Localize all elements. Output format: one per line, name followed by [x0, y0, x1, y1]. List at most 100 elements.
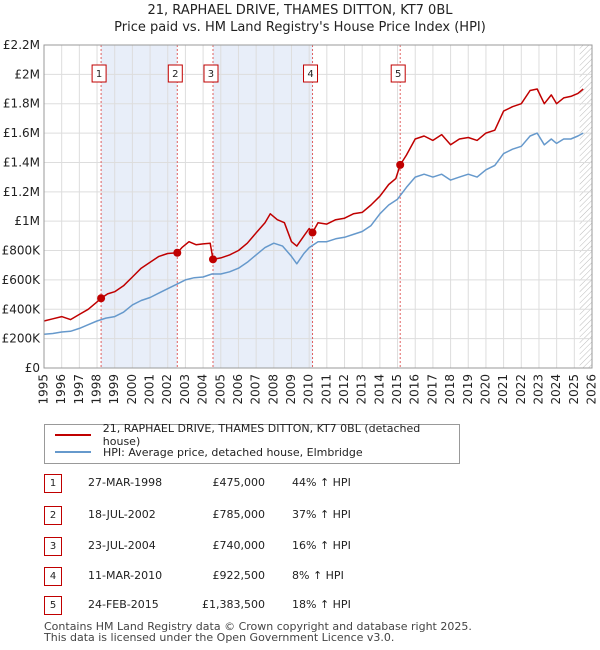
transaction-hpi-diff: 8% ↑ HPI	[292, 569, 344, 582]
x-tick-label: 2025	[567, 374, 581, 405]
x-tick-label: 1995	[37, 374, 51, 405]
transaction-row: 5 24-FEB-2015 £1,383,500 18% ↑ HPI	[0, 596, 600, 616]
y-tick-label: £1.4M	[3, 155, 40, 169]
transaction-box	[203, 64, 219, 83]
x-tick-label: 2020	[478, 374, 492, 405]
y-tick-label: £1.6M	[3, 126, 40, 140]
transaction-badge: 2	[44, 506, 62, 525]
x-tick-label: 2006	[231, 374, 245, 405]
x-tick-label: 2016	[408, 374, 422, 405]
x-tick-label: 1999	[107, 374, 121, 405]
y-tick-label: £800K	[2, 244, 42, 258]
transaction-box-label: 1	[96, 69, 102, 80]
sale-point	[308, 228, 317, 237]
shaded-period	[101, 45, 178, 368]
x-tick-label: 2013	[355, 374, 369, 405]
x-tick-label: 2011	[319, 374, 333, 405]
x-tick-label: 2022	[514, 374, 528, 405]
footer-notice: Contains HM Land Registry data © Crown c…	[44, 621, 472, 643]
transaction-box-label: 5	[395, 69, 401, 80]
x-tick-label: 2021	[496, 374, 510, 405]
footer-line-1: Contains HM Land Registry data © Crown c…	[44, 620, 472, 633]
transaction-box-label: 2	[172, 69, 178, 80]
transaction-box	[390, 64, 406, 83]
transaction-badge: 4	[44, 567, 62, 586]
transaction-row: 3 23-JUL-2004 £740,000 16% ↑ HPI	[0, 537, 600, 557]
transaction-row: 2 18-JUL-2002 £785,000 37% ↑ HPI	[0, 506, 600, 526]
transaction-box	[91, 64, 107, 83]
transaction-price: £1,383,500	[202, 598, 265, 611]
legend-label-hpi: HPI: Average price, detached house, Elmb…	[103, 445, 363, 459]
x-tick-label: 2010	[302, 374, 316, 405]
transaction-date: 27-MAR-1998	[88, 476, 163, 489]
y-tick-label: £0	[25, 361, 40, 375]
sale-point	[173, 248, 182, 257]
x-tick-label: 2008	[266, 374, 280, 405]
transaction-hpi-diff: 16% ↑ HPI	[292, 539, 351, 552]
y-tick-label: £1M	[14, 214, 40, 228]
transaction-date: 23-JUL-2004	[88, 539, 156, 552]
sale-point	[97, 294, 106, 303]
price-chart: 1 2 3 4 5 £0 £200K £400K £600K £800K £1M £1.2M £1.4…	[2, 38, 599, 405]
x-tick-label: 2018	[443, 374, 457, 405]
x-tick-label: 2004	[196, 374, 210, 405]
x-tick-label: 2002	[160, 374, 174, 405]
series-line	[43, 132, 584, 335]
footer-line-2: This data is licensed under the Open Gov…	[44, 631, 395, 644]
x-tick-label: 2014	[372, 374, 386, 405]
transaction-badge: 1	[44, 474, 62, 493]
y-tick-label: £200K	[2, 332, 42, 346]
transaction-date: 24-FEB-2015	[88, 598, 159, 611]
transaction-hpi-diff: 37% ↑ HPI	[292, 508, 351, 521]
transaction-date: 18-JUL-2002	[88, 508, 156, 521]
transaction-box-label: 3	[208, 69, 214, 80]
legend-item-hpi: HPI: Average price, detached house, Elmb…	[55, 444, 363, 460]
x-tick-label: 2017	[425, 374, 439, 405]
transaction-price: £740,000	[212, 539, 266, 552]
x-tick-label: 1998	[90, 374, 104, 405]
x-tick-label: 2000	[125, 374, 139, 405]
transaction-price: £785,000	[212, 508, 266, 521]
x-tick-label: 2009	[284, 374, 298, 405]
transaction-badge: 5	[44, 596, 62, 615]
transaction-hpi-diff: 18% ↑ HPI	[292, 598, 351, 611]
x-tick-label: 2024	[549, 374, 563, 405]
transaction-box	[167, 64, 183, 83]
plot-border	[43, 44, 593, 369]
x-tick-label: 2026	[585, 374, 599, 405]
x-tick-label: 2005	[213, 374, 227, 405]
transaction-price: £922,500	[212, 569, 266, 582]
transaction-date: 11-MAR-2010	[88, 569, 163, 582]
sale-point	[208, 255, 217, 264]
y-tick-label: £2M	[14, 67, 40, 81]
legend-label-property: 21, RAPHAEL DRIVE, THAMES DITTON, KT7 0B…	[102, 422, 421, 448]
shaded-period	[212, 45, 313, 368]
x-tick-label: 1996	[54, 374, 68, 405]
legend-swatch-hpi	[55, 451, 91, 453]
y-tick-label: £1.2M	[3, 185, 40, 199]
y-tick-label: £400K	[2, 302, 42, 316]
x-tick-label: 2015	[390, 374, 404, 405]
chart-title: 21, RAPHAEL DRIVE, THAMES DITTON, KT7 0B…	[147, 3, 453, 18]
x-tick-label: 2007	[249, 374, 263, 405]
chart-legend: 21, RAPHAEL DRIVE, THAMES DITTON, KT7 0B…	[44, 422, 460, 464]
x-tick-label: 2019	[461, 374, 475, 405]
transaction-box-label: 4	[307, 69, 313, 80]
transaction-hpi-diff: 44% ↑ HPI	[292, 476, 351, 489]
legend-item-property: 21, RAPHAEL DRIVE, THAMES DITTON, KT7 0B…	[55, 422, 459, 448]
series-line	[43, 88, 584, 322]
transaction-row: 4 11-MAR-2010 £922,500 8% ↑ HPI	[0, 567, 600, 587]
x-tick-label: 2003	[178, 374, 192, 405]
x-tick-label: 2001	[143, 374, 157, 405]
x-tick-label: 2012	[337, 374, 351, 405]
chart-subtitle: Price paid vs. HM Land Registry's House …	[114, 20, 486, 35]
x-tick-label: 2023	[531, 374, 545, 405]
x-tick-label: 1997	[72, 374, 86, 405]
y-tick-label: £600K	[2, 273, 42, 287]
y-tick-label: £1.8M	[3, 97, 40, 111]
forecast-hatch	[579, 45, 592, 368]
transaction-badge: 3	[44, 537, 62, 556]
legend-swatch-property	[55, 434, 91, 436]
transaction-price: £475,000	[212, 476, 266, 489]
y-tick-label: £2.2M	[3, 38, 40, 52]
